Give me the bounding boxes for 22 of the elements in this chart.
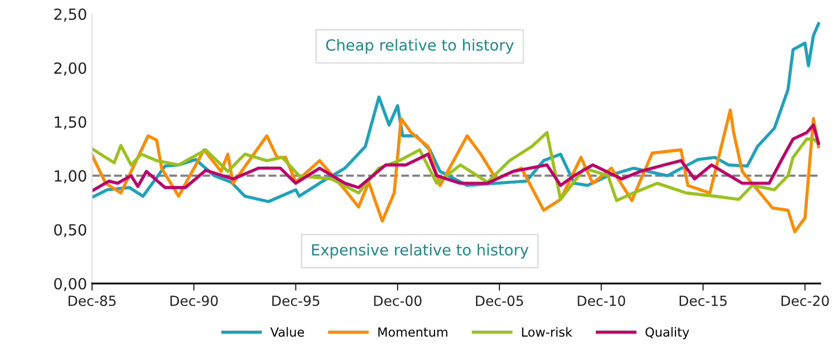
y-tick-label: 2,00 xyxy=(54,62,86,76)
y-tick-label: 1,50 xyxy=(54,116,86,130)
x-tick-label: Dec-00 xyxy=(374,296,422,306)
x-tick-label: Dec-05 xyxy=(476,296,524,306)
y-tick-label: 0,50 xyxy=(54,224,86,238)
y-tick-label: 0,00 xyxy=(54,278,86,292)
legend-label: Momentum xyxy=(378,327,448,337)
x-tick-label: Dec-10 xyxy=(578,296,626,306)
x-tick-label: Dec-15 xyxy=(680,296,727,306)
line-series xyxy=(92,124,820,192)
legend-label: Quality xyxy=(646,327,690,340)
x-tick-label: Dec-95 xyxy=(272,296,320,306)
x-tick-label: Dec-85 xyxy=(68,296,116,306)
y-tick-label: 2,50 xyxy=(54,8,86,22)
x-tick-label: Dec-90 xyxy=(170,296,218,306)
y-tick-label: 1,00 xyxy=(54,170,86,184)
line-series xyxy=(92,131,820,202)
annotation: Expensive relative to history xyxy=(312,244,528,259)
x-tick-label: Dec-20 xyxy=(782,296,829,306)
annotation: Cheap relative to history xyxy=(326,38,514,54)
legend-label: Value xyxy=(270,327,304,337)
legend-label: Low-risk xyxy=(522,327,572,337)
